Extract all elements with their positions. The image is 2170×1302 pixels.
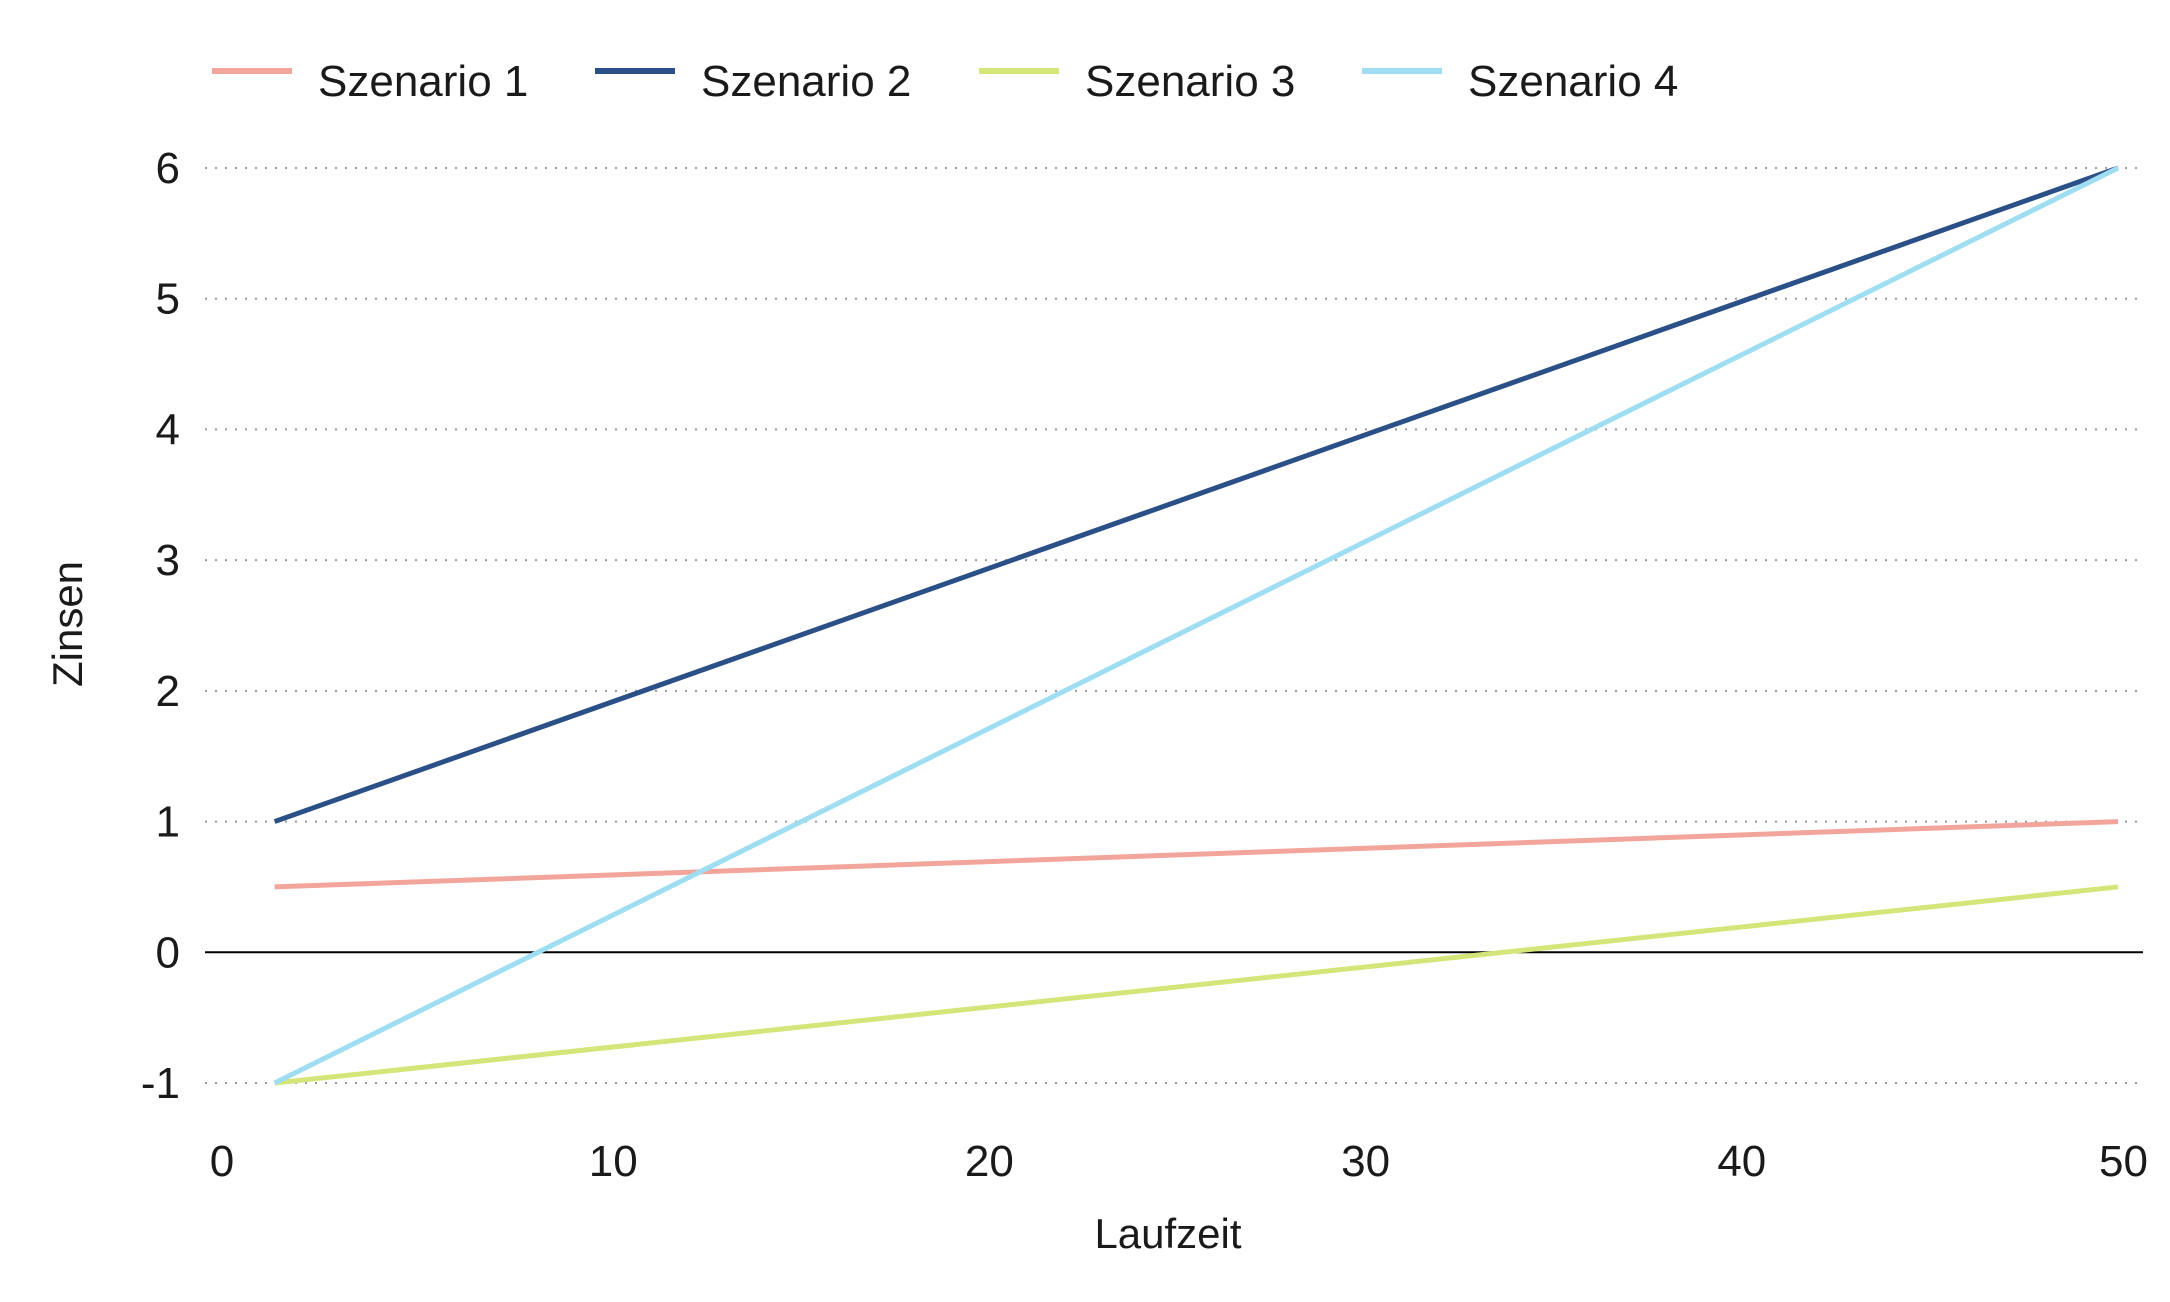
legend-item: Szenario 1: [212, 57, 528, 106]
series-lines: [273, 165, 2120, 1086]
y-tick-label: 3: [156, 536, 180, 585]
gridlines: [205, 167, 2143, 1084]
legend: Szenario 1 Szenario 2 Szenario 3 Szenario 4: [212, 57, 1678, 106]
legend-label: Szenario 3: [1085, 57, 1295, 106]
y-tick-label: 1: [156, 798, 180, 847]
series-line-3: [274, 884, 2119, 1086]
series-line-2: [273, 165, 2119, 824]
legend-item: Szenario 3: [979, 57, 1295, 106]
x-tick-label: 20: [965, 1137, 1014, 1186]
legend-label: Szenario 2: [701, 57, 911, 106]
y-tick-label: -1: [141, 1059, 180, 1108]
series-line-4: [273, 165, 2120, 1086]
x-axis-title: Laufzeit: [1094, 1210, 1241, 1257]
legend-label: Szenario 4: [1468, 57, 1678, 106]
x-tick-label: 0: [210, 1137, 234, 1186]
legend-item: Szenario 2: [595, 57, 911, 106]
y-tick-label: 6: [156, 144, 180, 193]
y-tick-label: 0: [156, 928, 180, 977]
x-tick-label: 10: [589, 1137, 638, 1186]
legend-label: Szenario 1: [318, 57, 528, 106]
series-line-1: [274, 819, 2119, 890]
x-tick-label: 40: [1717, 1137, 1766, 1186]
y-tick-label: 2: [156, 667, 180, 716]
x-axis-ticks: 0 10 20 30 40 50: [210, 1137, 2148, 1186]
legend-item: Szenario 4: [1362, 57, 1678, 106]
y-axis-title: Zinsen: [44, 561, 91, 687]
x-tick-label: 50: [2099, 1137, 2148, 1186]
x-tick-label: 30: [1341, 1137, 1390, 1186]
y-axis-ticks: -1 0 1 2 3 4 5 6: [141, 144, 180, 1108]
y-tick-label: 4: [156, 405, 180, 454]
y-tick-label: 5: [156, 275, 180, 324]
